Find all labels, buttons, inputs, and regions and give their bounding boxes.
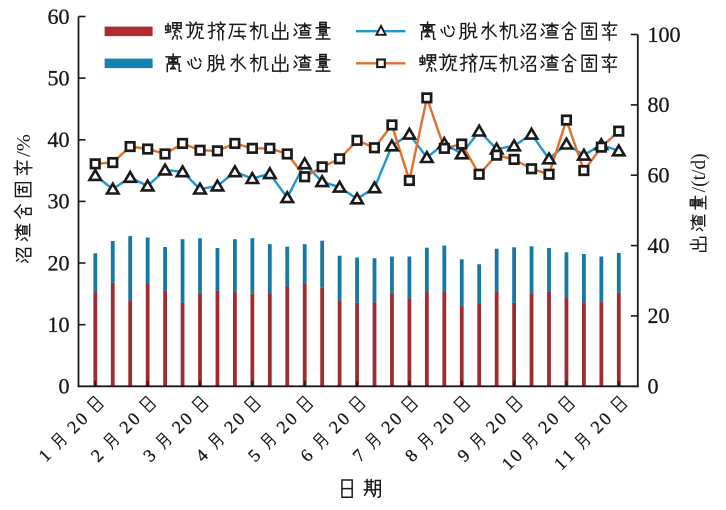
svg-text:100: 100 — [648, 22, 681, 47]
svg-text:40: 40 — [48, 127, 70, 152]
svg-text:20: 20 — [648, 303, 670, 328]
svg-text:30: 30 — [48, 189, 70, 214]
svg-text:50: 50 — [48, 65, 70, 90]
svg-text:80: 80 — [648, 92, 670, 117]
svg-text:/(t/d): /(t/d) — [689, 153, 710, 192]
svg-text:0: 0 — [59, 374, 70, 399]
svg-text:40: 40 — [648, 233, 670, 258]
svg-text:10: 10 — [48, 312, 70, 337]
svg-text:20: 20 — [48, 250, 70, 275]
svg-text:/%: /% — [13, 134, 35, 157]
svg-text:60: 60 — [648, 163, 670, 188]
svg-text:60: 60 — [48, 4, 70, 29]
svg-text:0: 0 — [648, 374, 659, 399]
